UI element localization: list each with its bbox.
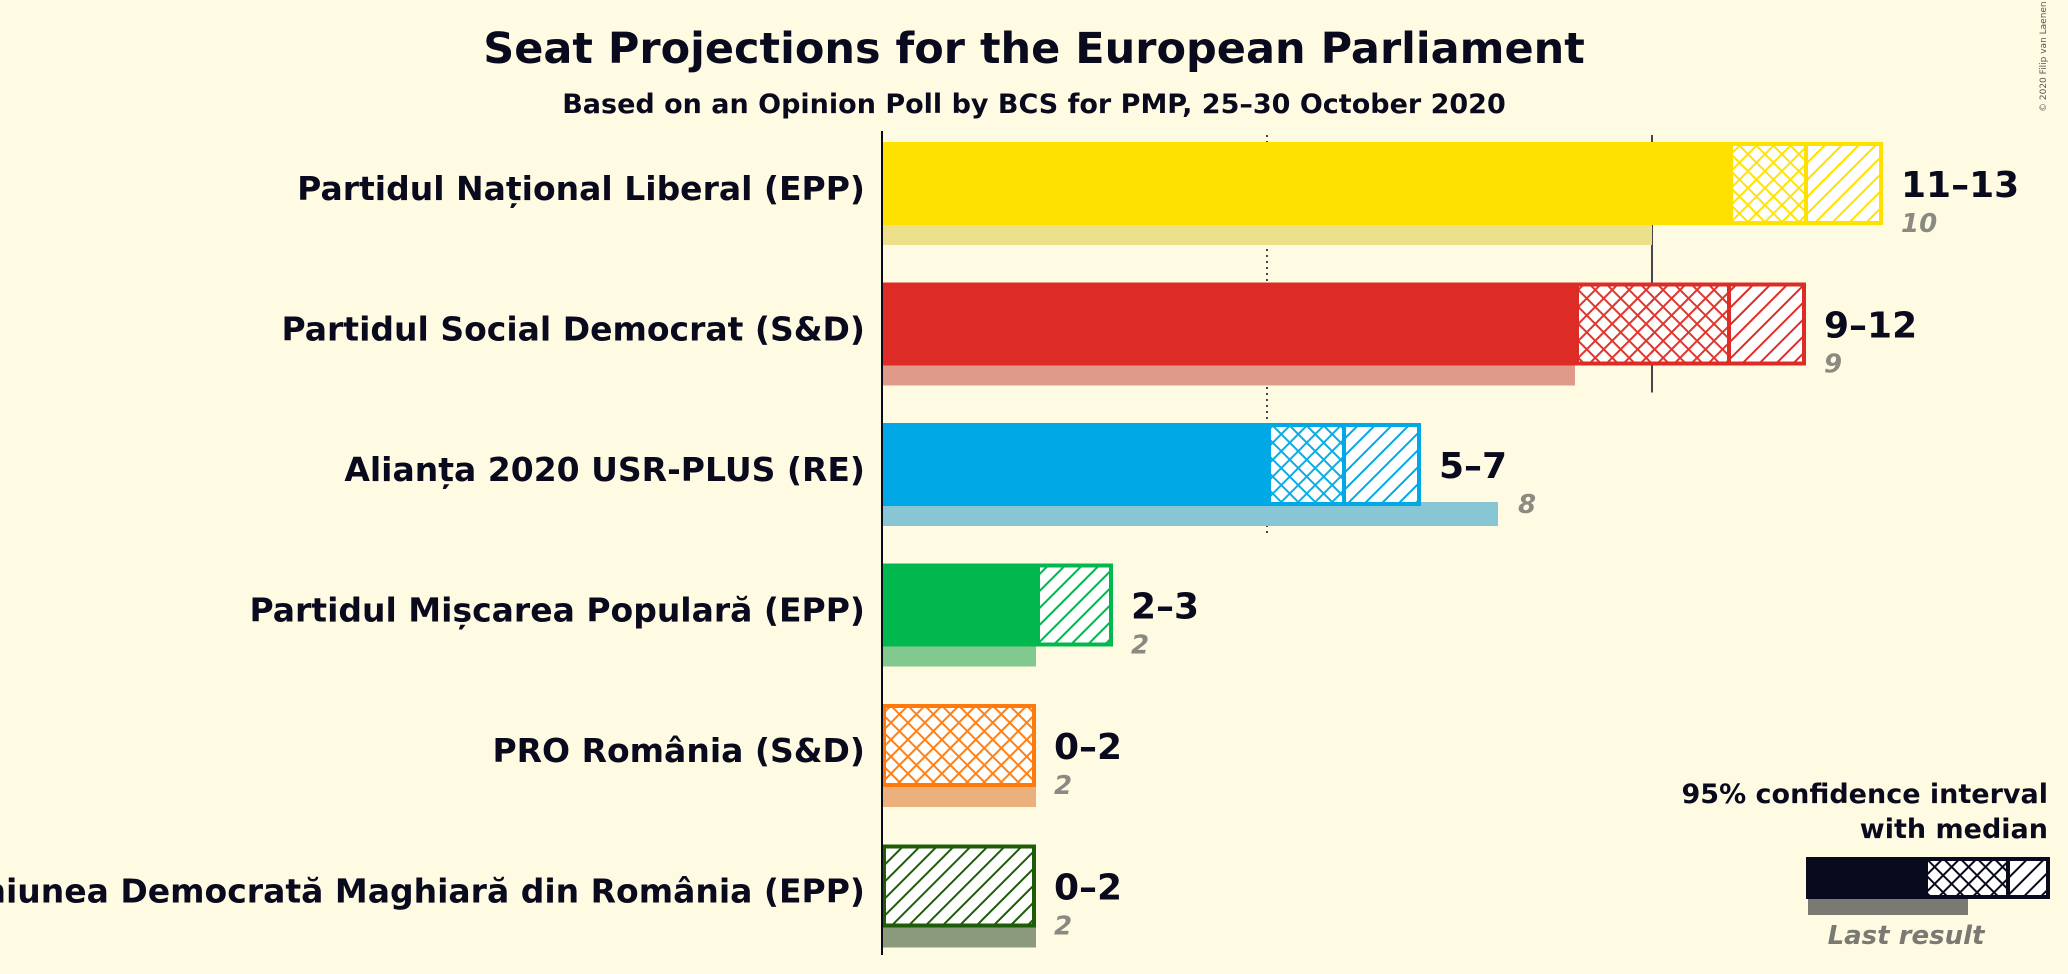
legend-median-text: with median bbox=[1860, 814, 2048, 845]
bar-crosshatch-segment bbox=[1267, 423, 1344, 506]
party-label: PRO România (S&D) bbox=[492, 731, 865, 770]
legend: 95% confidence interval with median Last… bbox=[1682, 779, 2050, 951]
party-row: Uniunea Democrată Maghiară din România (… bbox=[0, 844, 1122, 948]
ci-outline bbox=[882, 844, 1036, 928]
legend-ci-solid-swatch bbox=[1806, 857, 1926, 899]
range-label: 5–7 bbox=[1439, 446, 1507, 487]
last-result-label: 2 bbox=[1054, 771, 1072, 801]
legend-last-result-swatch bbox=[1808, 895, 1968, 915]
ci-outline bbox=[1575, 282, 1806, 366]
last-result-label: 2 bbox=[1054, 912, 1072, 942]
last-result-label: 10 bbox=[1901, 209, 1937, 239]
legend-ci-text: 95% confidence interval bbox=[1682, 779, 2048, 810]
chart-subtitle: Based on an Opinion Poll by BCS for PMP,… bbox=[562, 89, 1506, 120]
bar-diagonal-segment bbox=[882, 844, 1036, 928]
last-result-label: 8 bbox=[1518, 490, 1536, 520]
bar-group: Partidul Național Liberal (EPP) 11–1310Pa… bbox=[0, 142, 2019, 948]
range-label: 11–13 bbox=[1901, 165, 2019, 206]
bar-diagonal-segment bbox=[1344, 423, 1421, 506]
chart-title: Seat Projections for the European Parlia… bbox=[483, 24, 1585, 74]
bar-solid-segment bbox=[882, 142, 1729, 225]
party-label: Alianța 2020 USR-PLUS (RE) bbox=[344, 450, 865, 489]
party-row: Alianța 2020 USR-PLUS (RE) 5–7 8 bbox=[344, 423, 1536, 526]
party-row: Partidul Social Democrat (S&D) 9–129 bbox=[281, 282, 1917, 386]
bar-diagonal-segment bbox=[1729, 282, 1806, 366]
bar-crosshatch-segment bbox=[1729, 142, 1806, 225]
party-label: Partidul Mișcarea Populară (EPP) bbox=[249, 591, 865, 630]
bar-crosshatch-segment bbox=[1575, 282, 1729, 366]
range-label: 0–2 bbox=[1054, 727, 1122, 768]
bar-diagonal-segment bbox=[1806, 142, 1883, 225]
last-result-label: 2 bbox=[1131, 631, 1149, 661]
range-label: 2–3 bbox=[1131, 587, 1199, 628]
range-label: 9–12 bbox=[1824, 306, 1917, 347]
bar-solid-segment bbox=[882, 423, 1267, 506]
bar-crosshatch-segment bbox=[882, 704, 1036, 787]
party-label: Uniunea Democrată Maghiară din România (… bbox=[0, 872, 865, 911]
last-result-label: 9 bbox=[1824, 350, 1842, 380]
party-label: Partidul Național Liberal (EPP) bbox=[297, 169, 865, 208]
range-label: 0–2 bbox=[1054, 868, 1122, 909]
ci-outline bbox=[1036, 563, 1113, 647]
bar-solid-segment bbox=[882, 282, 1575, 366]
party-row: PRO România (S&D) 0–22 bbox=[492, 704, 1122, 807]
copyright-notice: © 2020 Filip van Laenen bbox=[2039, 1, 2049, 112]
legend-ci-crosshatch-swatch bbox=[1924, 857, 2010, 899]
bar-solid-segment bbox=[882, 563, 1036, 647]
party-label: Partidul Social Democrat (S&D) bbox=[281, 310, 865, 349]
bar-diagonal-segment bbox=[1036, 563, 1113, 647]
legend-ci-diagonal-swatch bbox=[2006, 857, 2050, 899]
ci-outline bbox=[882, 704, 1036, 787]
legend-last-result-text: Last result bbox=[1828, 921, 1986, 951]
party-row: Partidul Mișcarea Populară (EPP) 2–32 bbox=[249, 563, 1199, 667]
